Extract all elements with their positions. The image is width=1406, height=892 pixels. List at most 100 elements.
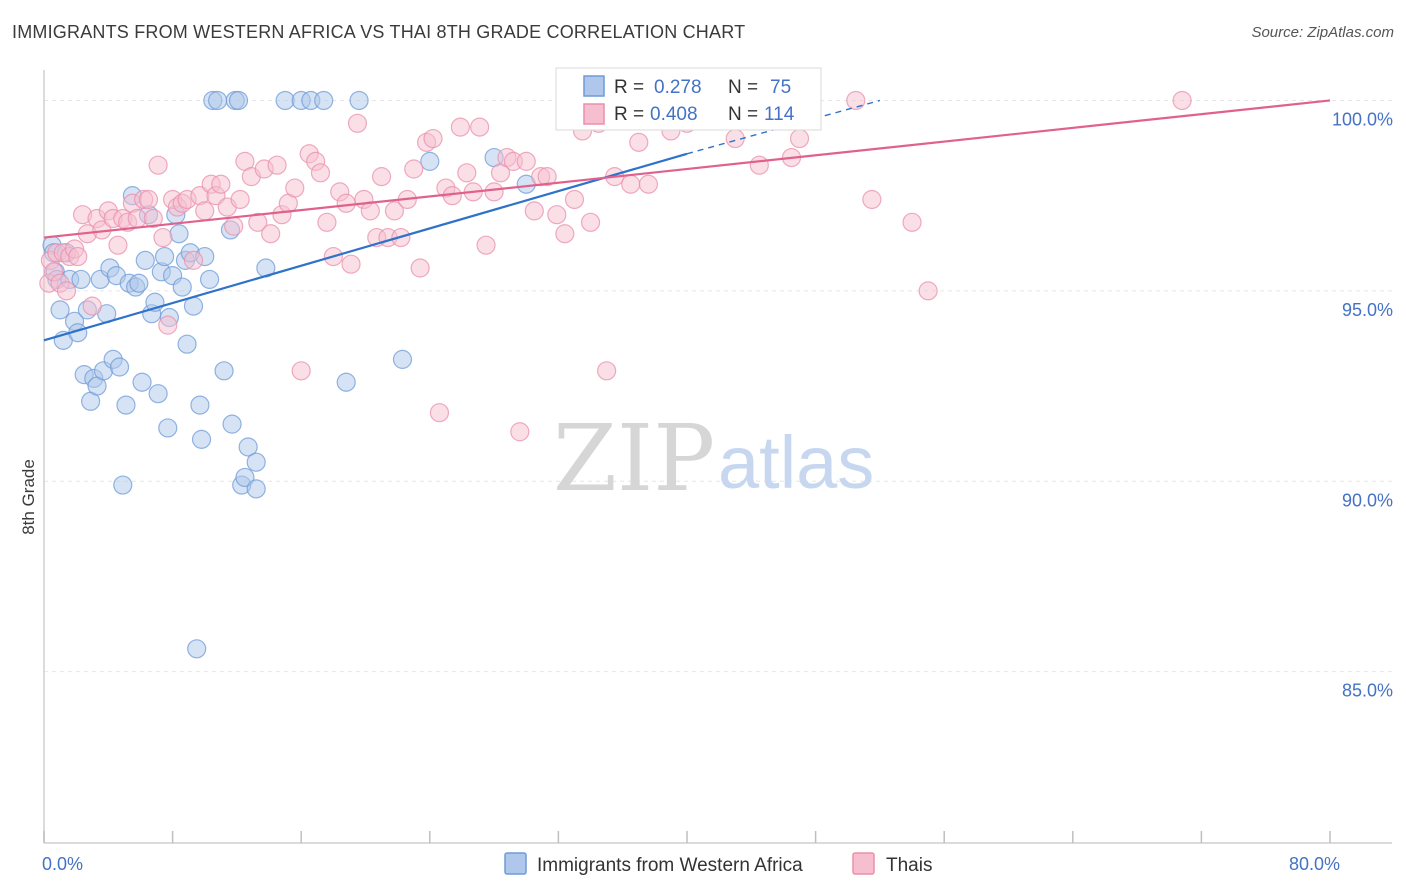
- data-point-pink: [457, 163, 477, 183]
- legend-swatch-pink: [583, 103, 605, 125]
- data-point-blue: [71, 269, 91, 290]
- data-point-pink: [564, 189, 585, 210]
- data-point-pink: [360, 201, 380, 221]
- data-point-pink: [450, 117, 470, 137]
- data-point-pink: [261, 224, 281, 244]
- series-legend-swatch-pink: [852, 852, 875, 875]
- y-axis-label: 8th Grade: [19, 459, 38, 535]
- series-legend-label-1: Immigrants from Western Africa: [537, 855, 803, 876]
- data-point-pink: [476, 235, 496, 255]
- data-point-pink: [470, 117, 490, 137]
- legend-n-value-2: 114: [764, 104, 795, 125]
- data-point-pink: [524, 201, 544, 221]
- data-point-pink: [310, 163, 331, 183]
- data-point-pink: [846, 90, 866, 111]
- data-point-blue: [169, 224, 189, 244]
- data-point-pink: [638, 174, 659, 194]
- data-point-pink: [580, 212, 601, 232]
- data-point-pink: [547, 205, 567, 225]
- legend-n-value-1: 75: [770, 77, 791, 98]
- data-point-pink: [224, 216, 244, 236]
- data-point-blue: [158, 418, 178, 438]
- data-point-pink: [423, 128, 443, 149]
- points-layer: [39, 90, 1192, 659]
- data-point-pink: [267, 155, 287, 175]
- data-point-pink: [108, 235, 128, 255]
- data-point-pink: [127, 208, 147, 229]
- data-point-pink: [902, 212, 922, 232]
- data-point-pink: [148, 155, 168, 175]
- data-point-blue: [208, 90, 228, 111]
- data-point-pink: [230, 189, 250, 210]
- data-point-pink: [285, 178, 305, 198]
- data-point-blue: [228, 90, 249, 111]
- data-point-pink: [384, 201, 405, 221]
- data-point-pink: [749, 155, 769, 175]
- series-legend-swatch-blue: [504, 852, 527, 875]
- data-point-blue: [132, 372, 152, 392]
- data-point-pink: [347, 113, 368, 133]
- data-point-blue: [191, 429, 212, 449]
- data-point-blue: [109, 357, 130, 377]
- data-point-blue: [135, 250, 155, 270]
- data-point-pink: [621, 174, 641, 194]
- data-point-pink: [82, 296, 102, 316]
- data-point-pink: [510, 422, 530, 442]
- legend-n-label-2: N =: [728, 104, 758, 125]
- data-point-blue: [420, 151, 440, 171]
- ticks-layer: 100.0% 95.0% 90.0% 85.0% 0.0% 80.0%: [42, 109, 1393, 874]
- data-point-blue: [116, 395, 136, 415]
- legend-r-value-1: 0.278: [654, 77, 702, 98]
- data-point-blue: [336, 372, 356, 392]
- data-point-pink: [410, 258, 430, 278]
- data-point-pink: [371, 167, 392, 187]
- data-point-blue: [349, 90, 369, 111]
- legend-r-value-2: 0.408: [650, 104, 698, 125]
- grid-layer: [44, 99, 1392, 673]
- trendline-blue: [43, 152, 688, 342]
- axes-layer: [43, 70, 1392, 844]
- watermark-zip: ZIP: [553, 405, 715, 512]
- trendline-pink: [43, 99, 1331, 239]
- data-point-pink: [195, 201, 215, 221]
- data-point-pink: [158, 315, 178, 335]
- data-point-blue: [314, 90, 334, 111]
- data-point-blue: [238, 437, 258, 457]
- y-tick-label: 100.0%: [1332, 109, 1393, 129]
- data-point-blue: [148, 384, 168, 404]
- data-point-pink: [555, 224, 575, 244]
- data-point-blue: [222, 414, 242, 434]
- legend-r-label-2: R =: [614, 104, 644, 125]
- y-tick-label: 95.0%: [1342, 300, 1393, 320]
- y-tick-label: 90.0%: [1342, 490, 1393, 510]
- data-point-blue: [246, 452, 266, 472]
- data-point-pink: [404, 159, 424, 179]
- data-point-pink: [429, 403, 450, 423]
- watermark-atlas: atlas: [718, 421, 874, 504]
- data-point-pink: [516, 151, 536, 171]
- data-point-blue: [154, 246, 175, 267]
- y-tick-label: 85.0%: [1342, 681, 1393, 701]
- data-point-blue: [275, 90, 295, 111]
- chart-title: IMMIGRANTS FROM WESTERN AFRICA VS THAI 8…: [12, 22, 746, 42]
- data-point-pink: [211, 174, 231, 194]
- data-point-pink: [248, 212, 268, 232]
- data-point-blue: [235, 467, 255, 488]
- data-point-pink: [183, 250, 204, 270]
- data-point-blue: [129, 273, 149, 293]
- x-tick-label: 80.0%: [1289, 854, 1340, 874]
- data-point-blue: [113, 475, 133, 495]
- data-point-pink: [341, 254, 361, 274]
- legend-swatch-blue: [583, 75, 605, 97]
- data-point-blue: [187, 639, 207, 659]
- data-point-blue: [199, 269, 220, 290]
- data-point-blue: [246, 479, 266, 499]
- data-point-pink: [629, 132, 649, 152]
- data-point-pink: [918, 281, 938, 301]
- data-point-pink: [153, 227, 173, 248]
- data-point-pink: [1172, 90, 1192, 111]
- data-point-pink: [484, 182, 504, 202]
- source-credit: Source: ZipAtlas.com: [1251, 24, 1394, 41]
- series-legend-label-2: Thais: [886, 855, 932, 876]
